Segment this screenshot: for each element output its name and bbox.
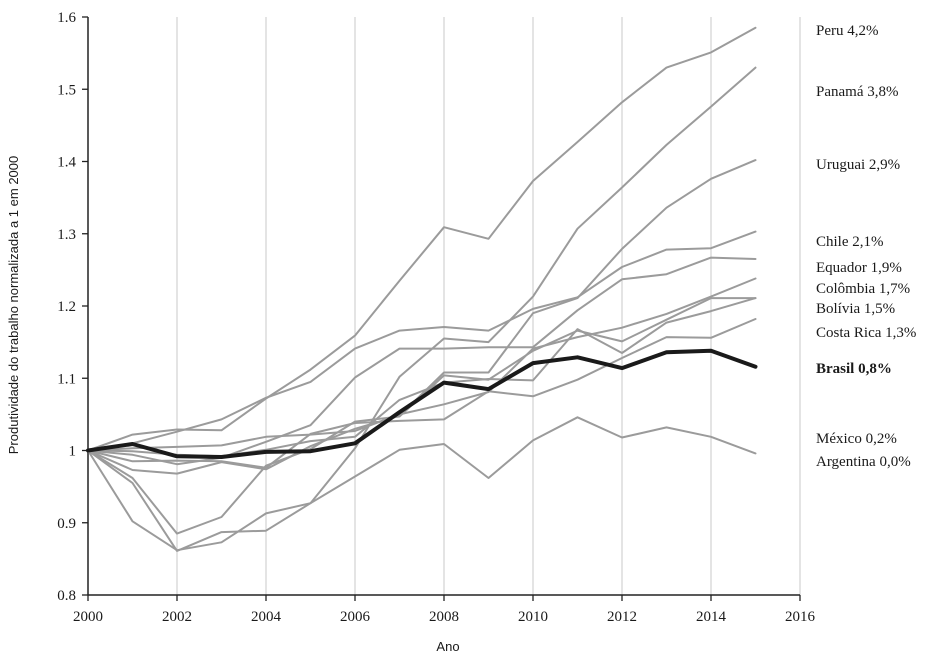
- axis-layer: 2000 2002 2004 2006 2008 2010 2012 2014 2016 0.8 0…: [57, 10, 815, 625]
- series-line-chile: [87, 230, 757, 452]
- series-line-mexico: [87, 297, 757, 458]
- x-tick-label: 2016: [785, 609, 816, 625]
- series-line-costa: [87, 318, 757, 469]
- series-label-mexico: México 0,2%: [816, 431, 897, 447]
- series-line-bolivia: [87, 277, 757, 452]
- series-label-costa: Costa Rica 1,3%: [816, 325, 916, 341]
- series-line-equador: [87, 256, 757, 466]
- x-tick-label: 2010: [518, 609, 548, 625]
- y-tick-label: 1.5: [57, 82, 76, 98]
- series-label-equador: Equador 1,9%: [816, 260, 902, 276]
- x-tick-label: 2012: [607, 609, 637, 625]
- series-line-panama: [87, 66, 757, 552]
- y-tick-label: 1.6: [57, 10, 76, 26]
- series-line-argentina: [87, 297, 757, 535]
- series-label-uruguai: Uruguai 2,9%: [816, 157, 900, 173]
- x-tick-label: 2004: [251, 609, 282, 625]
- series-line-uruguai: [87, 159, 757, 475]
- x-tick-label: 2008: [429, 609, 459, 625]
- series-line-brasil: [86, 348, 758, 459]
- y-tick-label: 0.8: [57, 588, 76, 604]
- x-tick-label: 2006: [340, 609, 371, 625]
- x-axis-title: Ano: [436, 639, 459, 654]
- series-label-panama: Panamá 3,8%: [816, 84, 898, 100]
- series-line-colombia: [87, 416, 757, 552]
- y-tick-label: 1: [69, 444, 77, 460]
- series-label-colombia: Colômbia 1,7%: [816, 281, 910, 297]
- series-label-argentina: Argentina 0,0%: [816, 454, 911, 470]
- label-layer: Peru 4,2% Panamá 3,8% Uruguai 2,9% Chile 2,…: [816, 23, 916, 470]
- y-tick-label: 1.4: [57, 155, 76, 171]
- x-tick-label: 2002: [162, 609, 192, 625]
- series-label-brasil: Brasil 0,8%: [816, 361, 892, 377]
- y-tick-label: 1.3: [57, 227, 76, 243]
- y-tick-label: 0.9: [57, 516, 76, 532]
- series-layer: [86, 26, 758, 552]
- series-label-bolivia: Bolívia 1,5%: [816, 301, 895, 317]
- y-tick-label: 1.1: [57, 371, 76, 387]
- grid-layer: [176, 17, 801, 595]
- y-axis-title: Produtividade do trabalho normalizada a …: [6, 156, 21, 454]
- series-label-chile: Chile 2,1%: [816, 234, 884, 250]
- series-line-peru: [87, 26, 757, 452]
- series-label-peru: Peru 4,2%: [816, 23, 879, 39]
- x-tick-label: 2014: [696, 609, 727, 625]
- x-tick-label: 2000: [73, 609, 103, 625]
- y-tick-label: 1.2: [57, 299, 76, 315]
